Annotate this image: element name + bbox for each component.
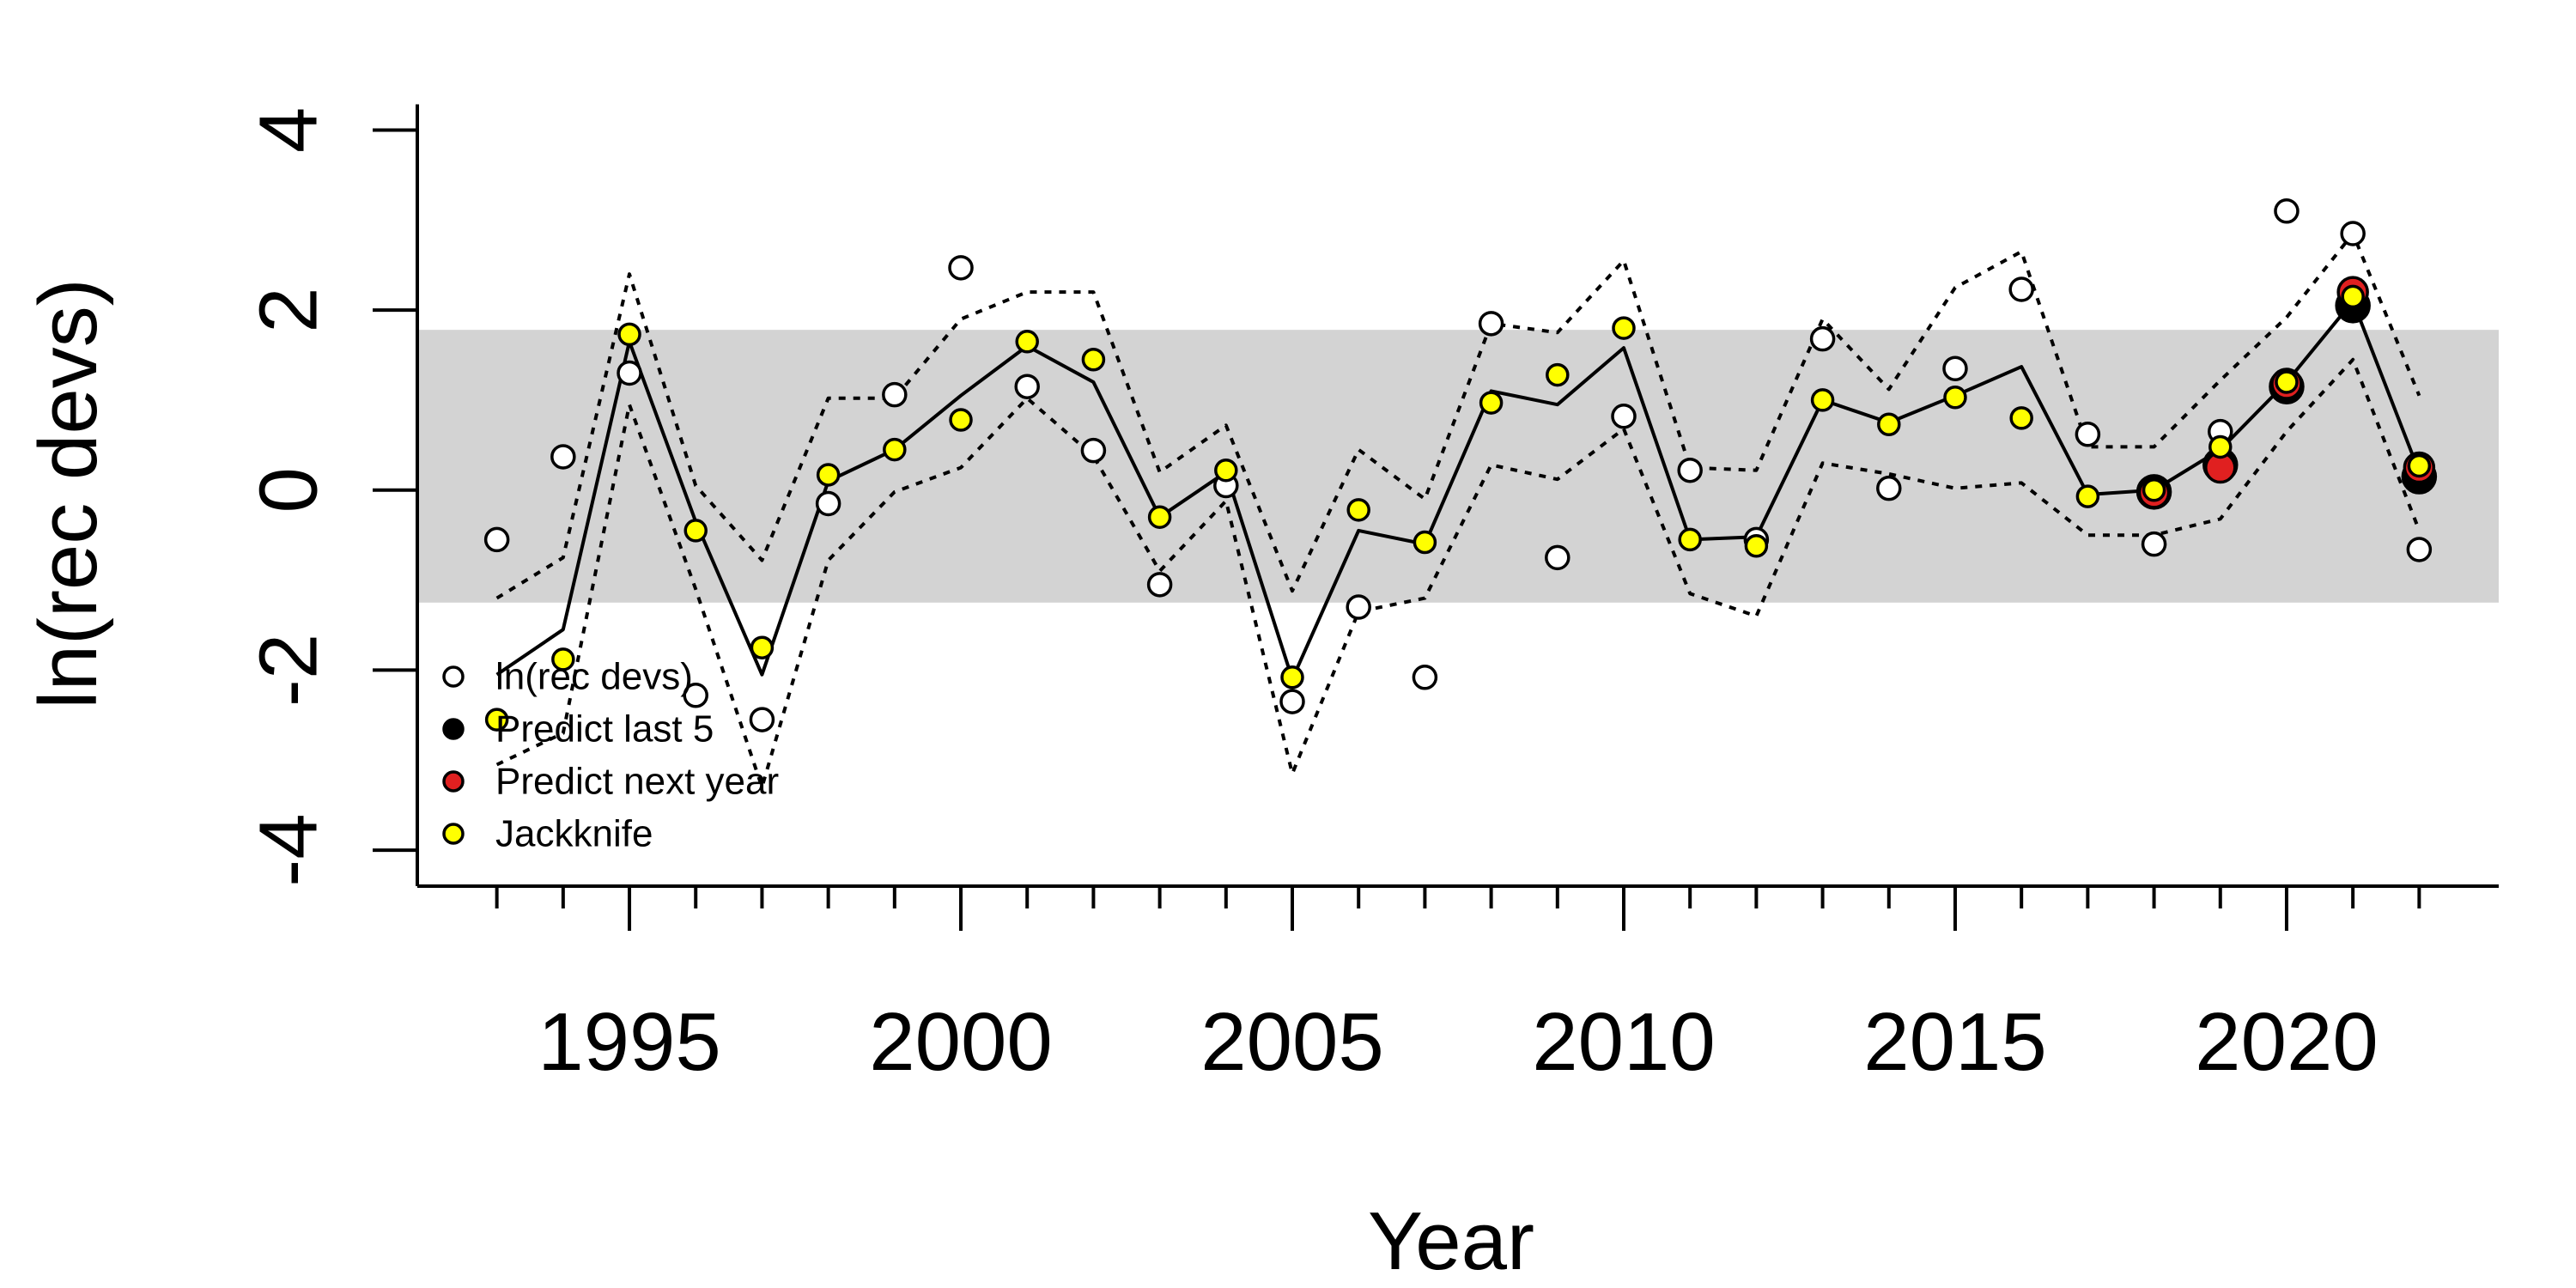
point-ln-rec-devs [1080, 437, 1107, 464]
point-ln-rec-devs [815, 490, 841, 517]
legend-marker [442, 823, 465, 845]
point-jackknife [617, 322, 641, 347]
point-ln-rec-devs [683, 683, 708, 708]
legend-label: Predict next year [495, 761, 779, 803]
point-ln-rec-devs [882, 381, 908, 408]
point-ln-rec-devs [1478, 311, 1504, 337]
point-ln-rec-devs [2141, 531, 2167, 557]
lower-line [495, 357, 2421, 789]
legend-marker [442, 770, 465, 793]
point-jackknife [1810, 388, 1835, 412]
point-ln-rec-devs [1014, 374, 1040, 399]
points-layer [483, 198, 2438, 732]
point-ln-rec-devs [483, 526, 510, 553]
point-jackknife [2407, 453, 2432, 478]
point-jackknife [1081, 348, 1106, 372]
point-jackknife [1546, 362, 1570, 387]
legend-label: Predict last 5 [495, 708, 714, 750]
x-tick-label: 2020 [2195, 996, 2379, 1088]
x-tick-label: 2015 [1863, 996, 2047, 1088]
point-ln-rec-devs [1346, 594, 1371, 620]
x-axis-title: Year [1368, 1195, 1534, 1287]
point-ln-rec-devs [1545, 544, 1571, 571]
point-jackknife [2009, 406, 2033, 430]
y-tick-label: 0 [243, 467, 335, 513]
point-ln-rec-devs [2406, 537, 2433, 562]
y-tick-label: -2 [243, 634, 335, 707]
point-jackknife [1214, 458, 1238, 483]
point-jackknife [816, 463, 841, 487]
y-axis-title: ln(rec devs) [22, 278, 114, 708]
point-jackknife [750, 635, 775, 659]
y-tick-label: 4 [243, 107, 335, 153]
legend-marker [442, 718, 465, 740]
point-jackknife [1744, 534, 1769, 558]
point-ln-rec-devs [1809, 325, 1836, 352]
point-jackknife [551, 647, 575, 671]
point-jackknife [1280, 665, 1304, 690]
point-ln-rec-devs [1876, 475, 1902, 501]
point-jackknife [2341, 284, 2365, 309]
point-ln-rec-devs [2340, 221, 2366, 246]
upper-line [495, 232, 2421, 600]
point-jackknife [683, 519, 708, 543]
axes-layer: 4 2 0 -2 -4 1995 2000 2005 2010 2015 2020 [243, 104, 2499, 1088]
x-tick-label: 2010 [1532, 996, 1716, 1088]
x-tick-label: 1995 [538, 996, 721, 1088]
point-jackknife [1943, 386, 1967, 410]
point-jackknife [1015, 330, 1039, 354]
legend: ln(rec devs) Predict last 5 Predict next y… [442, 656, 779, 855]
point-jackknife [1346, 498, 1370, 522]
point-ln-rec-devs [1279, 689, 1305, 714]
point-ln-rec-devs [2075, 422, 2101, 447]
point-ln-rec-devs [1412, 665, 1438, 690]
legend-label: Jackknife [495, 813, 653, 855]
point-jackknife [2208, 434, 2233, 459]
y-tick-label: 2 [243, 287, 335, 332]
point-jackknife [1479, 391, 1504, 415]
point-ln-rec-devs [948, 255, 974, 281]
point-ln-rec-devs [1611, 404, 1637, 429]
legend-label: ln(rec devs) [495, 656, 693, 698]
point-jackknife [1612, 316, 1636, 340]
x-tick-label: 2005 [1200, 996, 1384, 1088]
point-ln-rec-devs [617, 360, 642, 386]
point-ln-rec-devs [1942, 355, 1968, 381]
point-ln-rec-devs [1146, 572, 1173, 598]
point-jackknife [2275, 370, 2299, 394]
point-jackknife [484, 708, 509, 732]
point-ln-rec-devs [550, 444, 576, 470]
legend-marker [442, 665, 465, 688]
y-tick-label: -4 [243, 813, 335, 886]
point-jackknife [1678, 527, 1702, 552]
point-ln-rec-devs [2008, 276, 2034, 302]
point-jackknife [1877, 412, 1901, 436]
point-jackknife [1413, 530, 1437, 555]
point-jackknife [883, 437, 907, 462]
point-ln-rec-devs [2274, 198, 2300, 224]
point-ln-rec-devs [749, 707, 775, 732]
point-ln-rec-devs [1677, 457, 1703, 483]
point-jackknife [1147, 505, 1172, 529]
point-jackknife [949, 408, 973, 432]
point-jackknife [2142, 478, 2166, 502]
point-jackknife [2075, 484, 2100, 508]
x-tick-label: 2000 [869, 996, 1053, 1088]
